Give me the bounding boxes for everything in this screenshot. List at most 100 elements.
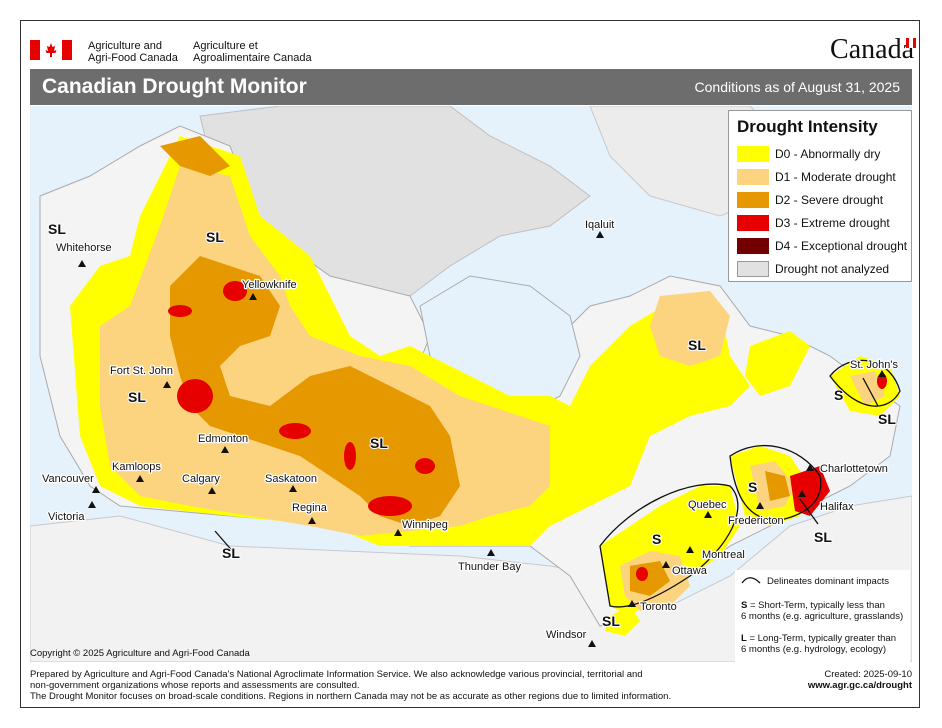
city-label-yellowknife: Yellowknife: [242, 279, 297, 291]
impact-label-nwt: SL: [206, 229, 224, 245]
impact-line-newfoundland: [829, 359, 901, 407]
footer-notes: Prepared by Agriculture and Agri-Food Ca…: [30, 669, 672, 702]
city-marker-vancouver: [92, 486, 100, 493]
city-label-victoria: Victoria: [48, 511, 85, 523]
impact-long-term: L = Long-Term, typically greater than: [741, 633, 896, 644]
copyright: Copyright © 2025 Agriculture and Agri-Fo…: [30, 648, 250, 659]
impact-labels: SL SL SL SL SL SL S SL S S SL SL: [47, 220, 897, 630]
department-name-fr: Agriculture et Agroalimentaire Canada: [193, 40, 312, 64]
city-markers: Whitehorse Yellowknife Iqaluit Fort St. …: [41, 218, 900, 647]
city-marker-calgary: [208, 487, 216, 494]
city-label-regina: Regina: [292, 502, 328, 514]
city-marker-halifax: [798, 490, 806, 497]
city-marker-victoria: [88, 501, 96, 508]
impact-label-new-brunswick: S: [748, 479, 757, 495]
legend-swatch-d2: [737, 192, 769, 208]
d3-manitoba: [415, 458, 435, 474]
city-label-calgary: Calgary: [182, 473, 220, 485]
impact-line-label: Delineates dominant impacts: [767, 576, 889, 587]
impact-label-nunavik: SL: [688, 337, 706, 353]
city-marker-kamloops: [136, 475, 144, 482]
impact-line-icon: [741, 577, 761, 584]
d3-saskatchewan: [344, 442, 356, 470]
canada-flag-logo: [30, 40, 72, 60]
city-marker-st-johns: [878, 370, 886, 377]
city-marker-windsor: [588, 640, 596, 647]
city-label-halifax: Halifax: [820, 501, 854, 513]
impact-label-southern-prairie: SL: [222, 545, 240, 561]
city-label-saskatoon: Saskatoon: [265, 473, 317, 485]
city-marker-quebec: [704, 511, 712, 518]
city-label-st-johns: St. John's: [850, 359, 898, 371]
legend-swatch-d3: [737, 215, 769, 231]
impact-short-term-detail: 6 months (e.g. agriculture, grasslands): [741, 611, 904, 622]
d1-region-newfoundland: [850, 371, 885, 406]
impact-label-bc: SL: [128, 389, 146, 405]
canada-wordmark: Canada: [830, 34, 916, 65]
impact-legend: Delineates dominant impacts S = Short-Te…: [735, 570, 910, 662]
city-marker-winnipeg: [394, 529, 402, 536]
drought-url[interactable]: www.agr.gc.ca/drought: [807, 680, 912, 691]
legend-swatch-not-analyzed: [737, 261, 769, 277]
d2-region-new-brunswick: [765, 471, 790, 501]
impact-label-avalon: SL: [878, 411, 896, 427]
impact-short-term: S = Short-Term, typically less than: [741, 600, 885, 611]
city-label-vancouver: Vancouver: [42, 473, 94, 485]
city-label-iqaluit: Iqaluit: [585, 219, 614, 231]
city-marker-edmonton: [221, 446, 229, 453]
impact-label-prairies: SL: [370, 435, 388, 451]
wordmark-flag-icon: [906, 38, 916, 48]
impact-long-term-detail: 6 months (e.g. hydrology, ecology): [741, 644, 887, 655]
city-label-windsor: Windsor: [546, 629, 587, 641]
city-marker-iqaluit: [596, 231, 604, 238]
city-marker-thunder-bay: [487, 549, 495, 556]
city-marker-toronto: [628, 600, 636, 607]
city-label-thunder-bay: Thunder Bay: [458, 561, 521, 573]
impact-label-newfoundland: S: [834, 387, 843, 403]
impact-line-quebec: [599, 483, 739, 608]
city-marker-charlottetown: [806, 464, 814, 471]
city-marker-montreal: [686, 546, 694, 553]
d0-region-southwest-ontario: [605, 606, 640, 636]
city-label-edmonton: Edmonton: [198, 433, 248, 445]
impact-label-quebec: S: [652, 531, 661, 547]
department-name-en: Agriculture and Agri-Food Canada: [88, 40, 178, 64]
city-label-winnipeg: Winnipeg: [402, 519, 448, 531]
drought-map: SL SL SL SL SL SL S SL S S SL SL Whiteho…: [30, 106, 912, 662]
impact-label-yukon: SL: [48, 221, 66, 237]
city-marker-regina: [308, 517, 316, 524]
impact-line-maritimes: [729, 444, 822, 522]
us-land: [30, 495, 912, 662]
d2-region-north: [160, 136, 230, 176]
impact-lines: [214, 359, 901, 608]
d3-winnipeg: [368, 496, 412, 516]
city-label-whitehorse: Whitehorse: [56, 242, 112, 254]
impact-leader-sl-maritimes: [799, 498, 819, 525]
d3-yellowknife: [223, 281, 247, 301]
city-label-charlottetown: Charlottetown: [820, 463, 888, 475]
legend-swatch-d1: [737, 169, 769, 185]
legend-title: Drought Intensity: [737, 117, 878, 136]
d3-ottawa: [636, 567, 648, 581]
d3-nwt-west: [168, 305, 192, 317]
city-label-montreal: Montreal: [702, 549, 745, 561]
d2-region-central: [170, 256, 460, 526]
city-label-fredericton: Fredericton: [728, 515, 784, 527]
city-marker-ottawa: [662, 561, 670, 568]
map-title: Canadian Drought Monitor: [42, 75, 307, 98]
impact-leader-sl-newfoundland: [862, 377, 879, 407]
d3-alberta-east: [279, 423, 311, 439]
drought-intensity-legend: Drought Intensity D0 - Abnormally dry D1…: [728, 110, 912, 282]
legend-swatch-d0: [737, 146, 769, 162]
city-label-kamloops: Kamloops: [112, 461, 161, 473]
impact-leader-sl-prairie: [214, 530, 236, 555]
city-label-fort-st-john: Fort St. John: [110, 365, 173, 377]
footer-meta: Created: 2025-09-10 www.agr.gc.ca/drough…: [808, 669, 912, 691]
conditions-date: Conditions as of August 31, 2025: [694, 79, 900, 95]
title-bar: Canadian Drought Monitor Conditions as o…: [30, 69, 912, 105]
d1-region-nunavik: [650, 291, 730, 366]
d0-region-labrador: [745, 331, 810, 396]
impact-label-southern-ontario: SL: [602, 613, 620, 629]
created-date: Created: 2025-09-10: [824, 669, 912, 680]
city-label-toronto: Toronto: [640, 601, 677, 613]
